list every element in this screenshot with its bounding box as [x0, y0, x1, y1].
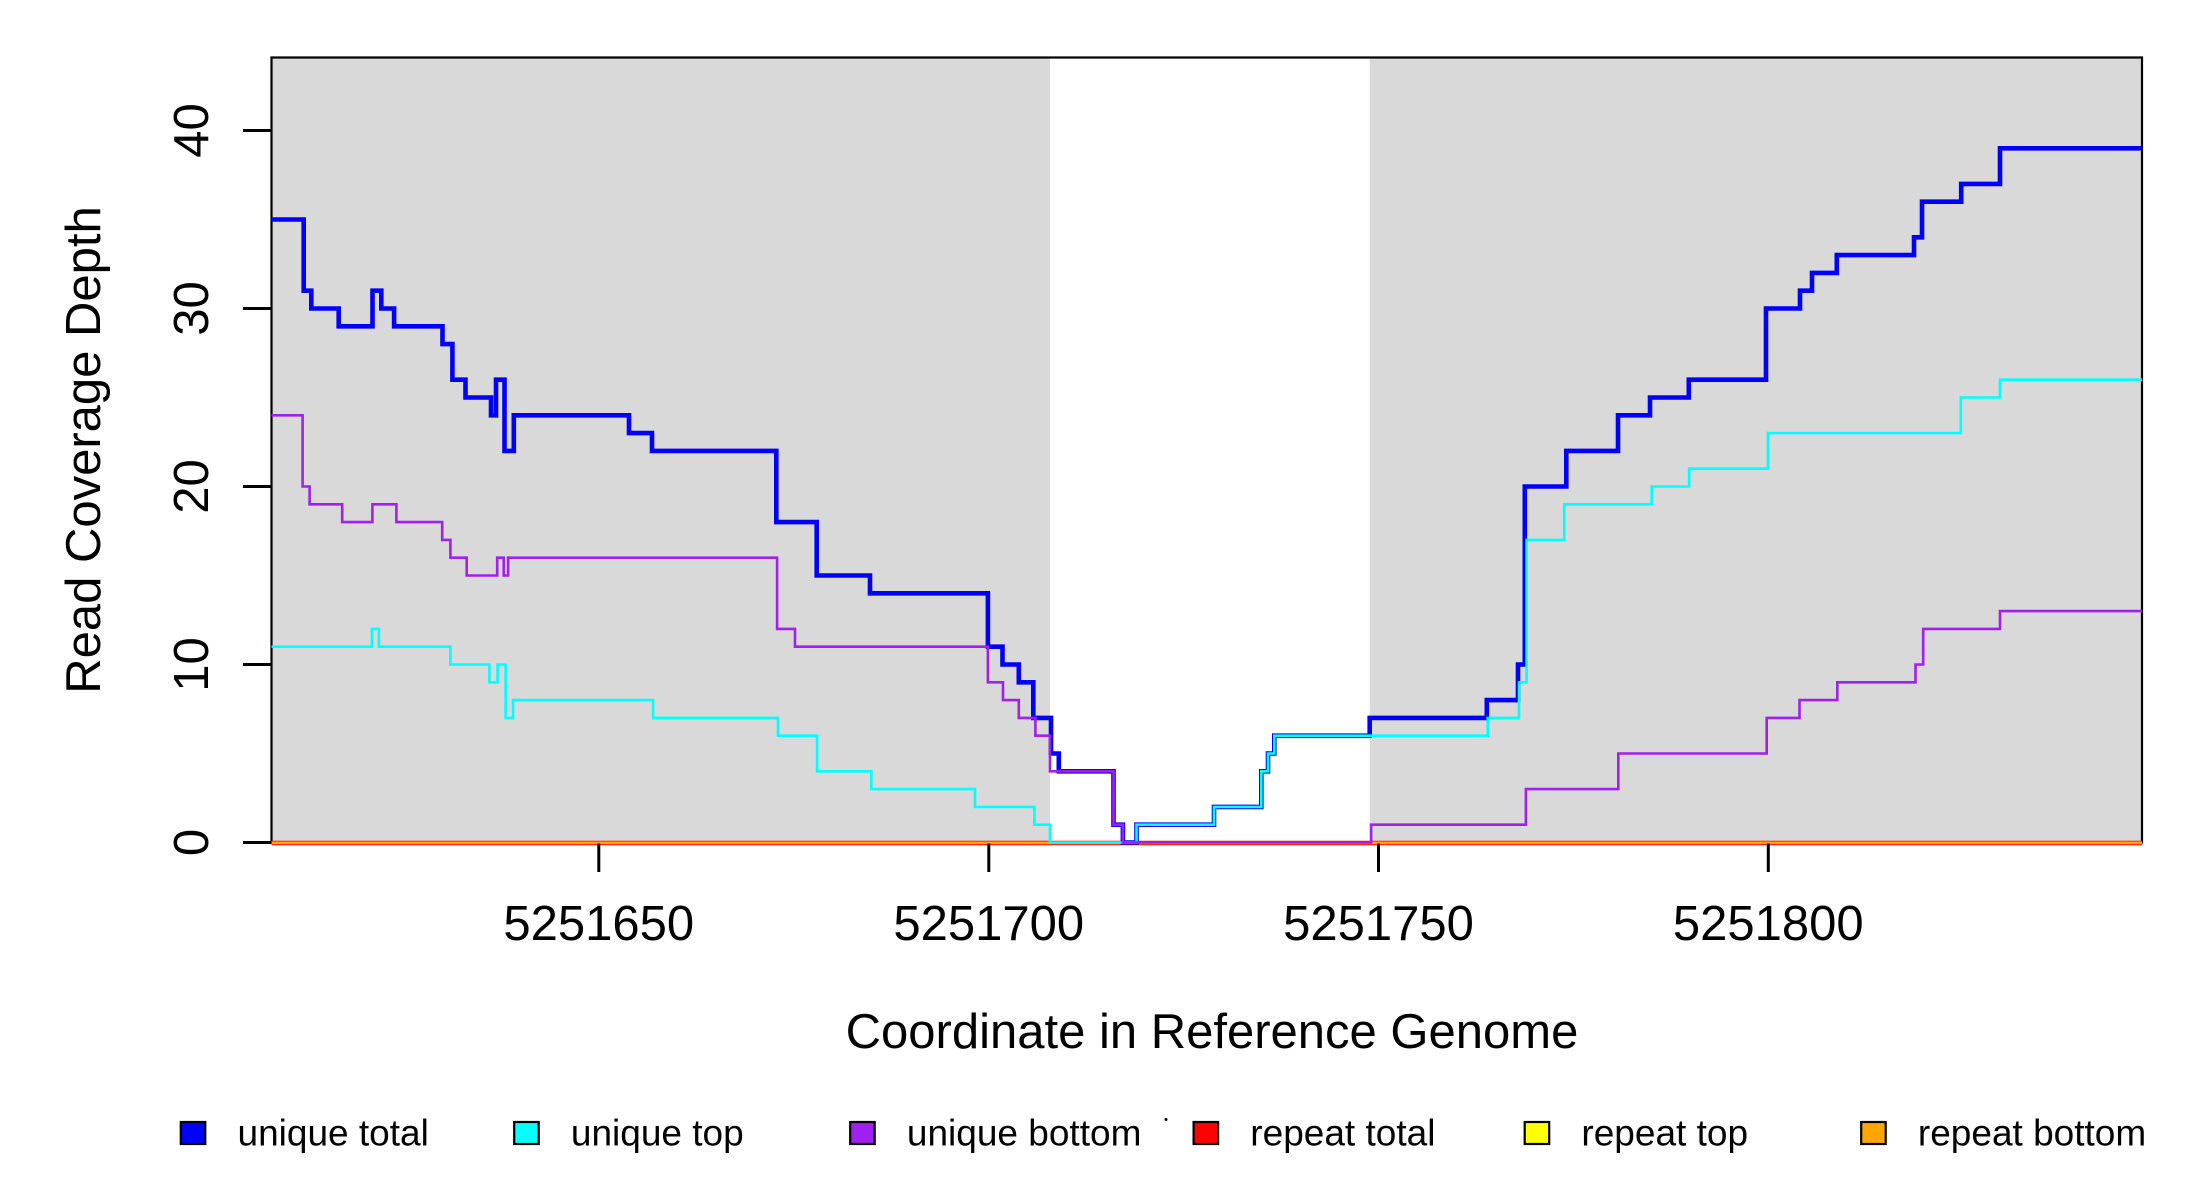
svg-text:repeat total: repeat total	[1250, 1113, 1435, 1154]
svg-text:30: 30	[165, 281, 219, 336]
svg-text:unique bottom: unique bottom	[907, 1113, 1142, 1154]
svg-text:20: 20	[165, 459, 219, 514]
svg-text:5251800: 5251800	[1673, 897, 1864, 951]
svg-text:5251700: 5251700	[893, 897, 1084, 951]
svg-text:0: 0	[165, 829, 219, 856]
svg-text:10: 10	[165, 637, 219, 692]
svg-text:unique top: unique top	[571, 1113, 744, 1154]
svg-text:Coordinate in Reference Genome: Coordinate in Reference Genome	[846, 1005, 1579, 1059]
svg-text:Read Coverage Depth: Read Coverage Depth	[57, 206, 111, 694]
svg-text:5251650: 5251650	[503, 897, 694, 951]
svg-text:5251750: 5251750	[1283, 897, 1474, 951]
svg-text:repeat top: repeat top	[1581, 1113, 1748, 1154]
svg-text:40: 40	[165, 103, 219, 158]
svg-text:unique total: unique total	[238, 1113, 429, 1154]
svg-text:repeat bottom: repeat bottom	[1918, 1113, 2146, 1154]
